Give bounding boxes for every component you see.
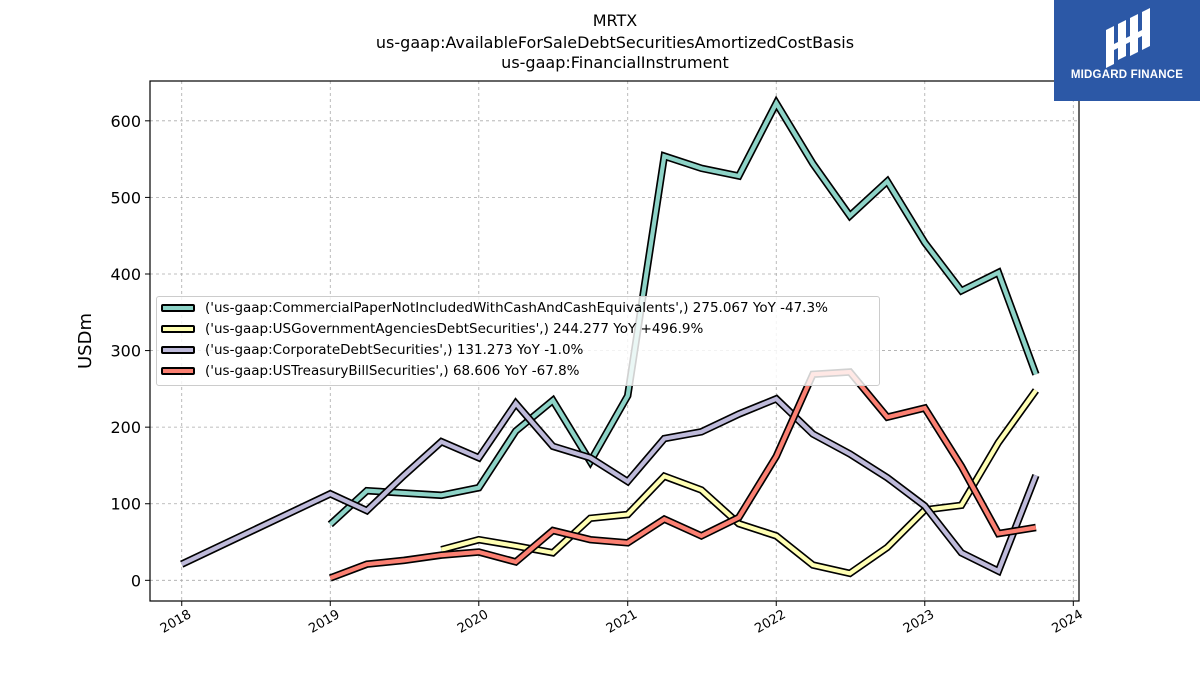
logo-mark-icon	[1106, 8, 1150, 68]
legend: ('us-gaap:CommercialPaperNotIncludedWith…	[156, 296, 880, 386]
x-tick-label: 2024	[1049, 607, 1085, 637]
y-tick-label: 500	[110, 188, 141, 207]
legend-swatch	[161, 346, 195, 354]
legend-label: ('us-gaap:USGovernmentAgenciesDebtSecuri…	[205, 321, 704, 337]
x-tick-label: 2018	[158, 607, 194, 637]
series-line-2	[440, 388, 1039, 578]
legend-item[interactable]: ('us-gaap:CommercialPaperNotIncludedWith…	[157, 299, 877, 320]
x-tick-label: 2022	[752, 607, 788, 637]
y-tick-label: 100	[110, 495, 141, 514]
series-line-4	[328, 368, 1037, 582]
series-stroke	[440, 389, 1038, 576]
series-lines	[180, 95, 1040, 582]
logo-text: MIDGARD FINANCE	[1070, 69, 1184, 81]
y-tick-label: 600	[110, 112, 141, 131]
series-stroke	[329, 369, 1037, 580]
chart-title-line-1: MRTX	[592, 11, 638, 30]
y-tick-label: 200	[110, 418, 141, 437]
x-tick-label: 2020	[455, 607, 491, 637]
legend-item[interactable]: ('us-gaap:USGovernmentAgenciesDebtSecuri…	[157, 320, 877, 341]
legend-swatch	[161, 367, 195, 375]
x-tick-label: 2019	[306, 607, 342, 637]
legend-label: ('us-gaap:USTreasuryBillSecurities',) 68…	[205, 363, 580, 379]
chart-title-line-2: us-gaap:AvailableForSaleDebtSecuritiesAm…	[375, 33, 855, 52]
brand-logo: MIDGARD FINANCE	[1054, 0, 1200, 101]
y-axis-label: USDm	[75, 313, 96, 369]
legend-swatch	[161, 304, 195, 312]
series-line-3	[180, 394, 1040, 577]
legend-swatch	[161, 325, 195, 333]
x-tick-label: 2021	[604, 607, 640, 637]
chart-title-line-3: us-gaap:FinancialInstrument	[501, 53, 729, 72]
y-tick-label: 400	[110, 265, 141, 284]
plot-frame	[149, 80, 1080, 602]
series-line-1	[327, 95, 1040, 528]
series-outline	[328, 368, 1037, 582]
legend-item[interactable]: ('us-gaap:USTreasuryBillSecurities',) 68…	[157, 362, 877, 383]
legend-label: ('us-gaap:CorporateDebtSecurities',) 131…	[205, 342, 584, 358]
legend-label: ('us-gaap:CommercialPaperNotIncludedWith…	[205, 300, 828, 316]
series-stroke	[180, 396, 1038, 574]
legend-item[interactable]: ('us-gaap:CorporateDebtSecurities',) 131…	[157, 341, 877, 362]
y-tick-label: 0	[131, 571, 141, 590]
y-tick-label: 300	[110, 342, 141, 361]
x-tick-label: 2023	[901, 607, 937, 637]
series-stroke	[328, 98, 1038, 526]
